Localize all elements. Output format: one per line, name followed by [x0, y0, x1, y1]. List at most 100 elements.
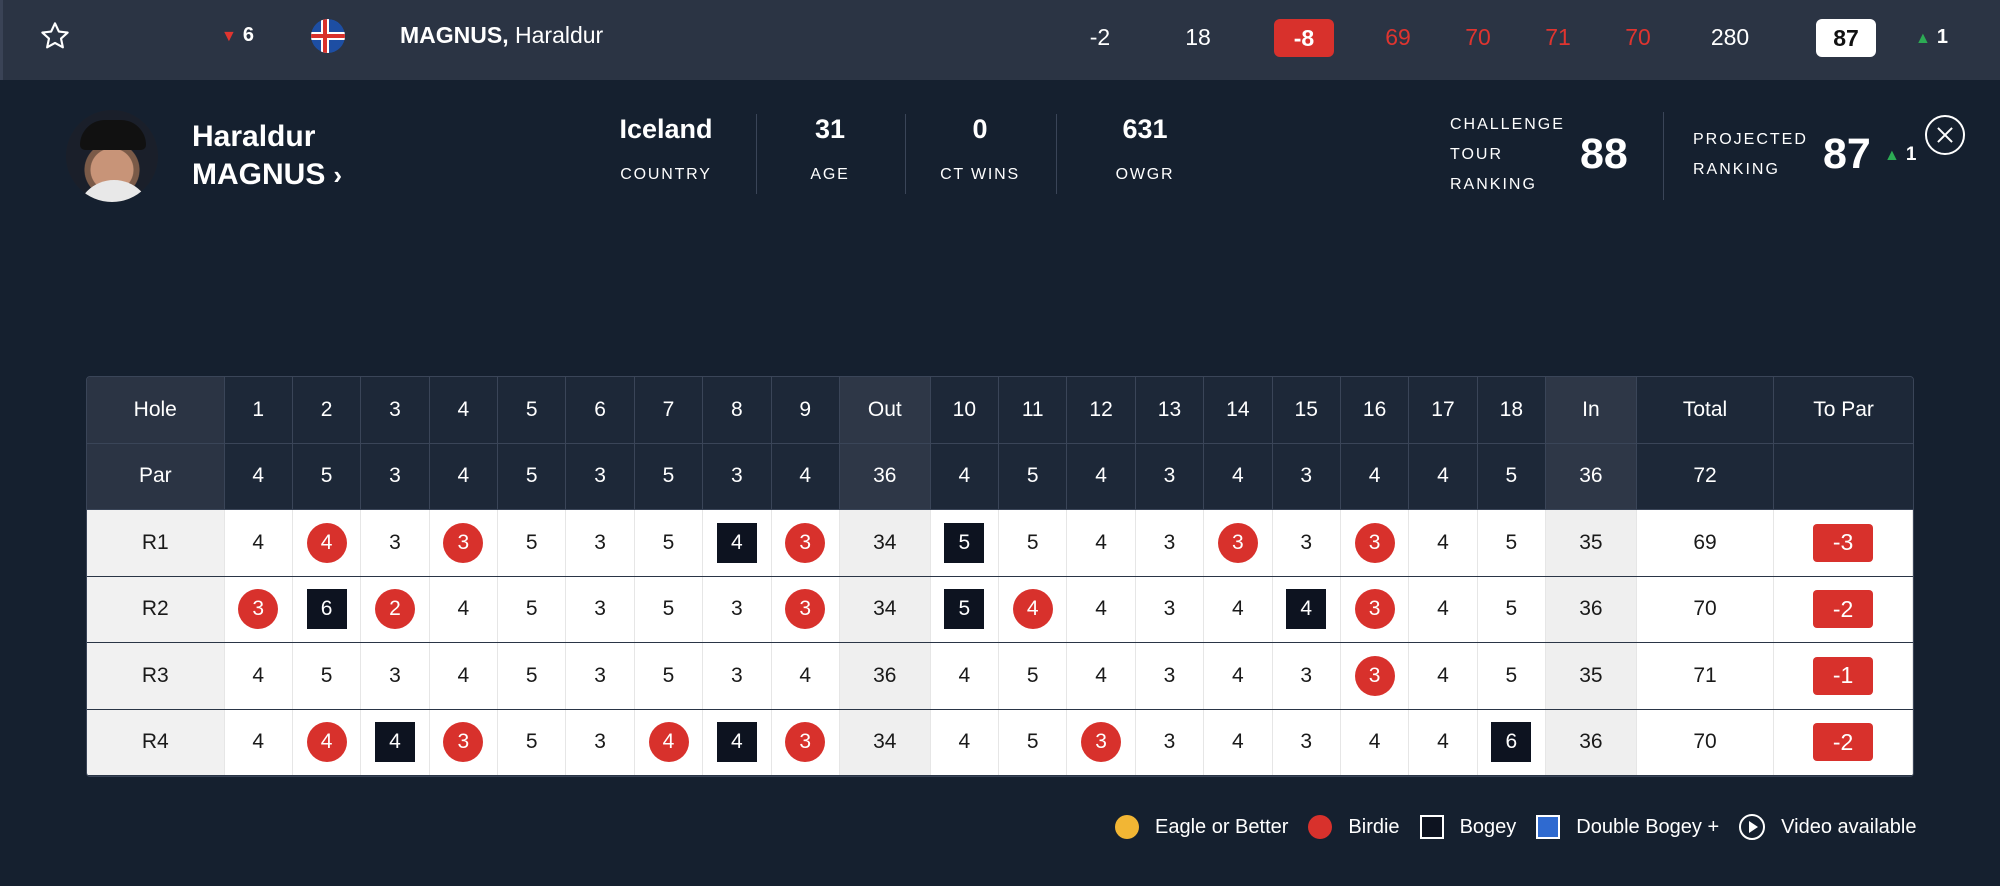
- round-3-score: 71: [1545, 24, 1571, 50]
- avatar: [66, 110, 158, 202]
- projected-ranking-value: 87: [1823, 130, 1871, 178]
- score-cell: 3: [1272, 643, 1341, 709]
- birdie-swatch-icon: [1308, 815, 1333, 839]
- score-cell: 4: [1340, 709, 1410, 775]
- hole-header: Out: [839, 377, 931, 443]
- score-cell: 4: [930, 643, 1000, 709]
- score-cell: 4: [1204, 643, 1273, 709]
- play-icon: [1739, 814, 1766, 840]
- hole-header: 11: [999, 377, 1068, 443]
- birdie-score: 3: [1217, 522, 1258, 563]
- hole-header: 17: [1409, 377, 1478, 443]
- score-cell: 4: [703, 510, 772, 576]
- score-cell: 4: [224, 709, 293, 775]
- score-cell: 5: [930, 510, 1000, 576]
- score-cell: 5: [634, 643, 704, 709]
- hole-header: 14: [1204, 377, 1273, 443]
- score-cell: 35: [1546, 643, 1637, 709]
- chevron-right-icon: ›: [333, 160, 343, 190]
- score-cell: 4: [703, 709, 772, 775]
- birdie-score: 4: [1012, 589, 1053, 630]
- round-row: R3 4 5 3 4 5 3 5 3 4 36 4 5 4 3 4 3 3 4 5 35 71 -1: [87, 643, 1913, 710]
- score-cell: 3: [429, 510, 499, 576]
- score-cell: 3: [1204, 510, 1273, 576]
- close-icon[interactable]: [1925, 115, 1965, 155]
- player-name[interactable]: MAGNUS, Haraldur: [400, 22, 604, 48]
- birdie-score: 3: [785, 589, 826, 630]
- birdie-score: 3: [443, 722, 484, 763]
- score-cell: 3: [771, 576, 840, 642]
- score-cell: 4: [361, 709, 430, 775]
- star-icon[interactable]: [39, 20, 71, 52]
- birdie-score: 3: [443, 522, 484, 563]
- to-par-cell: -3: [1774, 510, 1913, 576]
- score-cell: 3: [566, 643, 635, 709]
- score-cell: 4: [292, 510, 362, 576]
- score-cell: 6: [292, 576, 362, 642]
- par-label: Par: [87, 443, 225, 509]
- score-cell: 4: [429, 576, 499, 642]
- hole-header: 18: [1477, 377, 1547, 443]
- arrow-down-icon: ▼: [221, 28, 237, 45]
- par-cell: 4: [1340, 443, 1410, 509]
- par-cell: 36: [1546, 443, 1637, 509]
- score-cell: 3: [1340, 576, 1410, 642]
- score-cell: 36: [1546, 709, 1637, 775]
- score-cell: 36: [1546, 576, 1637, 642]
- score-cell: 4: [930, 709, 1000, 775]
- challenge-tour-ranking-label: CHALLENGE TOUR RANKING: [1450, 116, 1565, 193]
- score-cell: 5: [498, 709, 567, 775]
- birdie-score: 3: [1354, 522, 1395, 563]
- par-cell: 72: [1636, 443, 1775, 509]
- bogey-score: 6: [306, 589, 347, 630]
- score-cell: 4: [429, 643, 499, 709]
- bogey-score: 4: [1286, 589, 1327, 630]
- hole-header: 6: [566, 377, 635, 443]
- player-summary-row[interactable]: ▼ 6 MAGNUS, Haraldur -2 18 -8 69 70 71 70…: [0, 0, 2000, 80]
- score-cell: 4: [1272, 576, 1341, 642]
- bogey-score: 4: [716, 722, 757, 763]
- to-par-cell: -2: [1774, 709, 1913, 775]
- arrow-up-icon: ▲: [1884, 147, 1900, 164]
- round-1-score: 69: [1385, 24, 1411, 50]
- score-cell: 3: [1067, 709, 1136, 775]
- score-cell: 70: [1636, 709, 1775, 775]
- score-cell: 4: [1409, 643, 1478, 709]
- score-cell: 3: [224, 576, 293, 642]
- player-profile-link[interactable]: MAGNUS ›: [192, 158, 343, 191]
- player-first-name[interactable]: Haraldur: [192, 120, 316, 153]
- score-cell: 5: [498, 576, 567, 642]
- scorecard-table: Hole 1 2 3 4 5 6 7 8 9 Out 10 11 12 13 14 15 16 17 18 In Tota…: [86, 376, 1914, 777]
- par-cell: 3: [1135, 443, 1205, 509]
- score-cell: 5: [634, 510, 704, 576]
- score-cell: 3: [771, 709, 840, 775]
- par-cell: 4: [771, 443, 840, 509]
- hole-header: 9: [771, 377, 840, 443]
- score-cell: 3: [1135, 510, 1205, 576]
- score-cell: 6: [1477, 709, 1547, 775]
- score-cell: 3: [429, 709, 499, 775]
- score-cell: 3: [566, 510, 635, 576]
- par-row: Par 4 5 3 4 5 3 5 3 4 36 4 5 4 3 4 3 4 4 5 36 72: [87, 443, 1913, 510]
- hole-header: 10: [930, 377, 1000, 443]
- score-cell: 3: [1135, 709, 1205, 775]
- score-cell: 3: [1340, 643, 1410, 709]
- par-cell: 4: [429, 443, 499, 509]
- hole-header: 15: [1272, 377, 1341, 443]
- score-cell: 3: [361, 510, 430, 576]
- stat-owgr: 631 OWGR: [1115, 114, 1175, 183]
- par-cell: 5: [292, 443, 362, 509]
- hole-header: 4: [429, 377, 499, 443]
- hole-header: 5: [498, 377, 567, 443]
- arrow-up-icon: ▲: [1915, 30, 1931, 47]
- birdie-score: 4: [648, 722, 689, 763]
- to-par-cell: -2: [1774, 576, 1913, 642]
- legend-bogey: Bogey: [1419, 815, 1516, 839]
- score-cell: 34: [839, 510, 931, 576]
- score-cell: 3: [1340, 510, 1410, 576]
- par-cell: 36: [839, 443, 931, 509]
- score-cell: 4: [1067, 510, 1136, 576]
- birdie-score: 3: [238, 589, 279, 630]
- score-legend: Eagle or Better Birdie Bogey Double Boge…: [1095, 812, 1916, 842]
- round-row: R4 4 4 4 3 5 3 4 4 3 34 4 5 3 3 4 3 4 4 6 36 70 -2: [87, 709, 1913, 776]
